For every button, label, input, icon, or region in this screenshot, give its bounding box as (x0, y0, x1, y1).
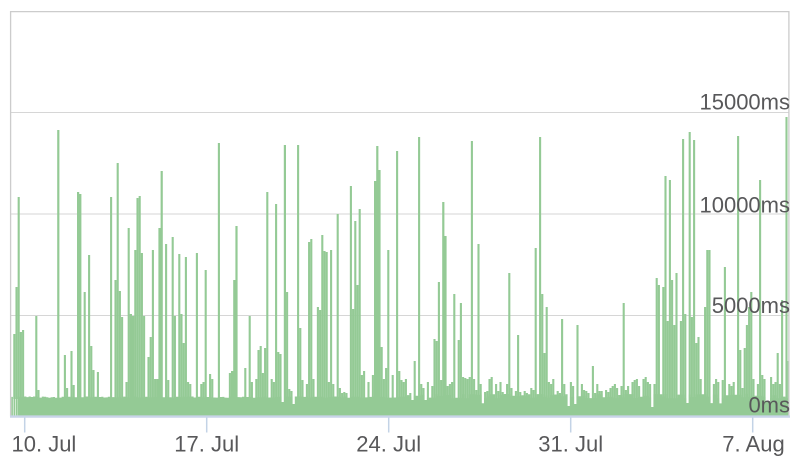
svg-text:0ms: 0ms (748, 393, 790, 418)
svg-text:17. Jul: 17. Jul (174, 432, 239, 457)
svg-text:15000ms: 15000ms (699, 90, 790, 115)
svg-text:7. Aug: 7. Aug (722, 432, 784, 457)
svg-text:10000ms: 10000ms (699, 193, 790, 218)
svg-text:24. Jul: 24. Jul (356, 432, 421, 457)
svg-text:5000ms: 5000ms (712, 293, 790, 318)
svg-text:10. Jul: 10. Jul (12, 432, 77, 457)
svg-text:31. Jul: 31. Jul (538, 432, 603, 457)
